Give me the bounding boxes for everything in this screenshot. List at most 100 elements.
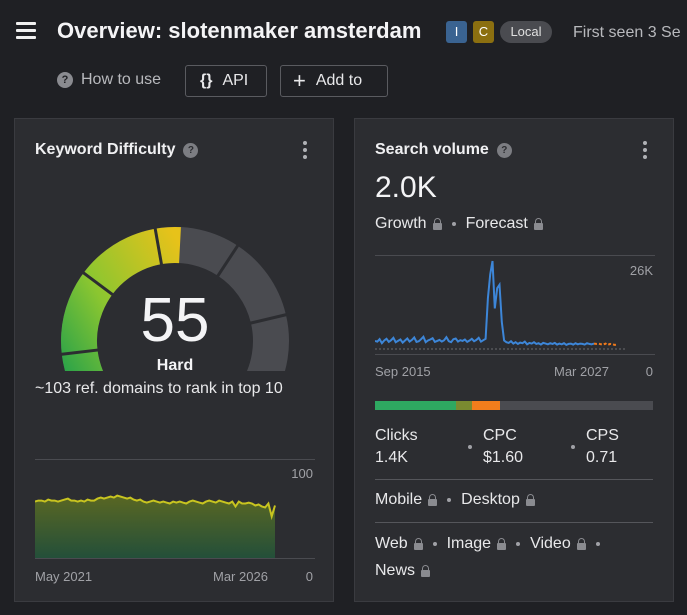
chart-min-label: 0 (645, 364, 653, 379)
desktop-label: Desktop (461, 491, 520, 508)
gauge-separator (216, 244, 240, 278)
separator-dot (432, 542, 437, 546)
chart-end-label: Mar 2026 (213, 569, 268, 584)
cps-metric: CPS 0.71 (586, 425, 619, 469)
chart-start-label: May 2021 (35, 569, 93, 584)
help-icon: ? (57, 72, 73, 88)
code-braces-icon: {} (200, 72, 213, 89)
gauge-fill (61, 227, 181, 371)
search-volume-title: Search volume (375, 141, 489, 158)
clicks-metric: Clicks 1.4K (375, 425, 418, 469)
mobile-link[interactable]: Mobile (375, 491, 438, 509)
news-link[interactable]: News (375, 562, 431, 580)
image-label: Image (446, 535, 492, 552)
lock-icon (413, 537, 423, 550)
separator-dot (451, 222, 456, 226)
top-bar: Overview: slotenmaker amsterdam I C Loca… (0, 0, 687, 64)
difficulty-line (35, 494, 276, 521)
gauge-separators (60, 227, 288, 356)
api-button[interactable]: {} API (185, 65, 267, 97)
chart-start-label: Sep 2015 (375, 364, 431, 379)
mobile-label: Mobile (375, 491, 423, 508)
gauge-separator (153, 227, 164, 266)
serp-types-row-2: News (375, 562, 431, 580)
growth-forecast-row: Growth Forecast (375, 215, 543, 233)
help-icon[interactable]: ? (496, 142, 512, 158)
divider (375, 522, 653, 523)
lock-icon (497, 537, 507, 550)
intent-badge-informational: I (446, 21, 467, 43)
add-to-button[interactable]: + Add to (280, 65, 388, 97)
image-link[interactable]: Image (446, 535, 507, 553)
forecast-link[interactable]: Forecast (466, 215, 543, 233)
chart-min-label: 0 (305, 569, 313, 584)
divider (375, 479, 653, 480)
how-to-use-label: How to use (81, 71, 162, 88)
device-row: Mobile Desktop (375, 491, 535, 509)
forecast-label: Forecast (465, 215, 528, 232)
card-title: Search volume ? (375, 141, 512, 159)
keyword-difficulty-card: Keyword Difficulty ? 55 Hard ~103 ref. d… (14, 118, 334, 602)
search-volume-chart (375, 255, 655, 355)
forecast-line (593, 342, 618, 347)
search-volume-value: 2.0K (375, 171, 437, 204)
cpc-label: CPC (483, 427, 517, 444)
growth-link[interactable]: Growth (375, 215, 442, 233)
plus-icon: + (293, 68, 306, 93)
growth-label: Growth (375, 215, 427, 232)
intent-segment (455, 401, 473, 410)
cps-label: CPS (586, 427, 619, 444)
serp-types-row: Web Image Video (375, 535, 610, 553)
intent-segment (472, 401, 501, 410)
add-to-button-label: Add to (315, 72, 363, 89)
more-options-icon[interactable] (303, 141, 307, 162)
video-label: Video (530, 535, 571, 552)
first-seen-text: First seen 3 Se (573, 24, 681, 41)
local-badge: Local (500, 21, 552, 43)
chart-max-label: 26K (629, 263, 653, 278)
cps-value: 0.71 (586, 449, 618, 466)
web-label: Web (375, 535, 408, 552)
difficulty-score: 55 (140, 286, 210, 355)
gauge-separator (60, 348, 99, 356)
news-label: News (375, 562, 416, 579)
intent-segment (375, 401, 456, 410)
difficulty-area (35, 495, 275, 558)
keyword-difficulty-title: Keyword Difficulty (35, 141, 176, 158)
gauge-separator (81, 271, 115, 297)
page-title: Overview: slotenmaker amsterdam (57, 18, 422, 43)
separator-dot (447, 498, 452, 502)
lock-icon (421, 564, 431, 577)
web-link[interactable]: Web (375, 535, 423, 553)
menu-icon[interactable] (16, 22, 36, 40)
gauge-separator (249, 313, 288, 325)
lock-icon (533, 217, 543, 230)
how-to-use-link[interactable]: ? How to use (57, 71, 161, 89)
video-link[interactable]: Video (530, 535, 586, 553)
cpc-value: $1.60 (483, 449, 524, 466)
separator-dot (516, 542, 521, 546)
chart-end-label: Mar 2027 (554, 364, 609, 379)
desktop-link[interactable]: Desktop (461, 491, 535, 509)
difficulty-level: Hard (156, 357, 194, 374)
intent-distribution-bar (375, 401, 653, 410)
difficulty-gauge (60, 226, 289, 371)
difficulty-history-chart (35, 459, 315, 559)
cpc-metric: CPC $1.60 (483, 425, 523, 469)
more-options-icon[interactable] (643, 141, 647, 162)
help-icon[interactable]: ? (183, 142, 199, 158)
clicks-value: 1.4K (375, 449, 408, 466)
separator-dot (595, 542, 600, 546)
ref-domains-text: ~103 ref. domains to rank in top 10 (35, 380, 283, 397)
lock-icon (525, 493, 535, 506)
lock-icon (576, 537, 586, 550)
lock-icon (428, 493, 438, 506)
chart-max-label: 100 (291, 466, 313, 481)
separator-dot (571, 445, 575, 449)
clicks-label: Clicks (375, 427, 418, 444)
lock-icon (432, 217, 442, 230)
search-volume-line (375, 260, 595, 347)
search-volume-card: Search volume ? 2.0K Growth Forecast 26K… (354, 118, 674, 602)
separator-dot (468, 445, 472, 449)
intent-badge-commercial: C (473, 21, 494, 43)
